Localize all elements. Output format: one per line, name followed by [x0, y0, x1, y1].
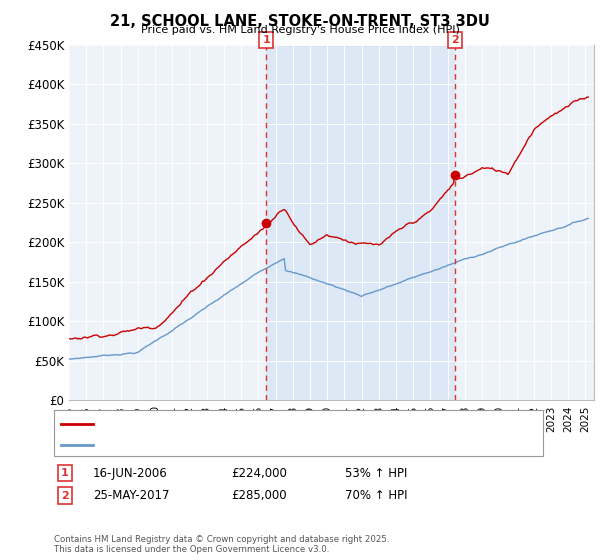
Text: 1: 1 — [61, 468, 68, 478]
Text: 2: 2 — [61, 491, 68, 501]
Text: 16-JUN-2006: 16-JUN-2006 — [93, 466, 168, 480]
Text: 70% ↑ HPI: 70% ↑ HPI — [345, 489, 407, 502]
Text: Contains HM Land Registry data © Crown copyright and database right 2025.
This d: Contains HM Land Registry data © Crown c… — [54, 535, 389, 554]
Text: 2: 2 — [451, 35, 458, 45]
Text: 21, SCHOOL LANE, STOKE-ON-TRENT, ST3 3DU (detached house): 21, SCHOOL LANE, STOKE-ON-TRENT, ST3 3DU… — [97, 419, 436, 430]
Text: Price paid vs. HM Land Registry's House Price Index (HPI): Price paid vs. HM Land Registry's House … — [140, 25, 460, 35]
Bar — [266, 45, 455, 400]
Text: £224,000: £224,000 — [231, 466, 287, 480]
Text: 1: 1 — [262, 35, 270, 45]
Text: HPI: Average price, detached house, Stoke-on-Trent: HPI: Average price, detached house, Stok… — [97, 440, 365, 450]
Text: 25-MAY-2017: 25-MAY-2017 — [93, 489, 170, 502]
Text: 21, SCHOOL LANE, STOKE-ON-TRENT, ST3 3DU: 21, SCHOOL LANE, STOKE-ON-TRENT, ST3 3DU — [110, 14, 490, 29]
Text: £285,000: £285,000 — [231, 489, 287, 502]
Text: 53% ↑ HPI: 53% ↑ HPI — [345, 466, 407, 480]
